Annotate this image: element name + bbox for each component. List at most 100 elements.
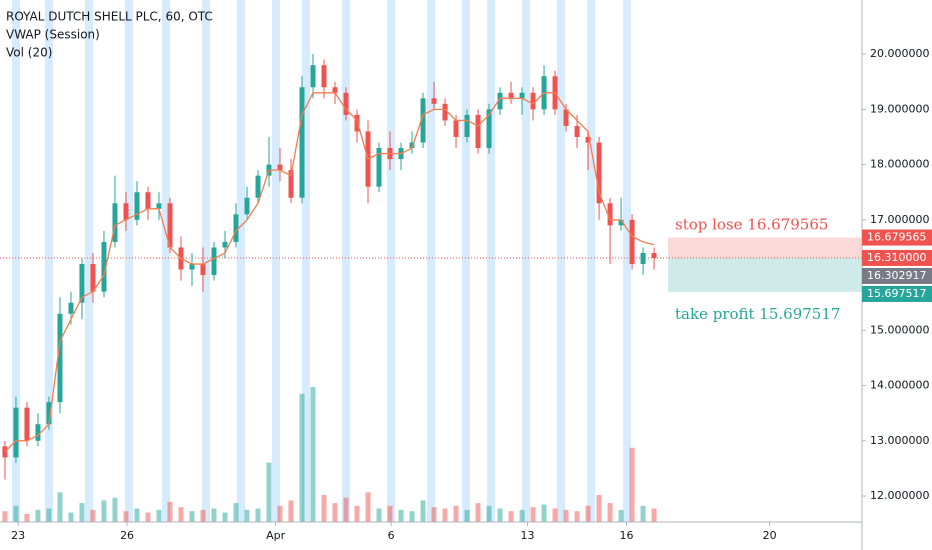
candle-body	[233, 214, 239, 242]
candle-body	[189, 264, 195, 270]
candle-body	[618, 219, 624, 226]
volume-bar	[596, 495, 602, 522]
session-band	[237, 0, 245, 522]
candle-body	[651, 252, 657, 258]
volume-bar	[398, 509, 404, 522]
volume-bar	[497, 508, 503, 522]
volume-bar	[310, 387, 316, 522]
price-marker-label: 16.302917	[867, 269, 927, 282]
session-band	[302, 0, 310, 522]
candle-body	[244, 197, 250, 215]
volume-bar	[222, 512, 228, 522]
x-tick-label: 26	[120, 529, 134, 542]
candle-body	[629, 219, 635, 265]
volume-bar	[376, 508, 382, 522]
session-band	[387, 0, 395, 522]
volume-bar	[343, 497, 349, 522]
candle-body	[497, 92, 503, 110]
price-marker	[862, 249, 932, 266]
x-tick-label: 16	[620, 529, 634, 542]
volume-bar	[475, 503, 481, 522]
indicator-label: VWAP (Session)	[6, 28, 100, 42]
volume-bar	[299, 393, 305, 522]
session-band	[462, 0, 470, 522]
volume-bar	[123, 511, 129, 522]
candle-body	[101, 241, 107, 292]
volume-bar	[442, 508, 448, 522]
candle-body	[46, 402, 52, 425]
volume-bar	[189, 511, 195, 522]
volume-bar	[200, 509, 206, 522]
candle-body	[299, 87, 305, 198]
session-band	[45, 0, 53, 522]
volume-bar	[145, 512, 151, 522]
session-band	[557, 0, 565, 522]
candle-body	[35, 424, 41, 441]
plot	[0, 54, 862, 522]
candle-body	[156, 203, 162, 209]
price-marker-label: 16.310000	[867, 251, 927, 264]
candle-body	[222, 241, 228, 248]
volume-bar	[112, 497, 118, 522]
candle-body	[13, 407, 19, 458]
vwap-line	[4, 92, 655, 453]
volume-bar	[354, 505, 360, 522]
volume-bar	[431, 507, 437, 522]
candle-body	[277, 164, 283, 171]
take-profit-zone	[668, 257, 862, 292]
price-marker-label: 16.679565	[867, 231, 927, 244]
candle-body	[167, 203, 173, 248]
candle-body	[79, 264, 85, 303]
candle-body	[376, 148, 382, 187]
session-band	[522, 0, 530, 522]
x-tick-label: 20	[763, 529, 777, 542]
volume-bar	[387, 505, 393, 522]
y-tick-label: 14.000000	[870, 379, 930, 392]
volume-bar	[46, 508, 52, 522]
session-band	[487, 0, 495, 522]
candle-body	[585, 136, 591, 143]
volume-bar	[266, 462, 272, 522]
candle-body	[343, 92, 349, 115]
candle-body	[255, 175, 261, 198]
volume-bar	[508, 511, 514, 522]
candle-body	[486, 109, 492, 149]
volume-bar	[640, 505, 646, 522]
take-profit-label: take profit 15.697517	[675, 305, 840, 323]
y-tick-label: 18.000000	[870, 158, 930, 171]
candle-body	[420, 98, 426, 143]
price-marker-label: 15.697517	[867, 287, 927, 300]
candle-body	[211, 247, 217, 276]
volume-bar	[101, 500, 107, 522]
y-tick-label: 13.000000	[870, 434, 930, 447]
volume-bar	[288, 500, 294, 522]
session-band	[202, 0, 210, 522]
volume-bar	[409, 511, 415, 522]
volume-bar	[244, 509, 250, 522]
price-marker	[862, 285, 932, 302]
stop-loss-label: stop lose 16.679565	[675, 216, 828, 234]
volume-bar	[178, 507, 184, 522]
volume-bar	[607, 503, 613, 522]
candle-body	[354, 114, 360, 132]
volume-bar	[90, 509, 96, 522]
session-band	[427, 0, 435, 522]
price-marker	[862, 229, 932, 246]
volume-bar	[68, 512, 74, 522]
candle-body	[288, 170, 294, 198]
volume-bar	[255, 508, 261, 522]
session-band	[162, 0, 170, 522]
volume-bar	[651, 508, 657, 522]
candle-body	[24, 407, 30, 441]
stop-loss-zone	[668, 237, 862, 258]
volume-bar	[365, 492, 371, 522]
x-tick-label: 6	[388, 529, 395, 542]
candle-body	[475, 114, 481, 149]
volume-bar	[321, 495, 327, 522]
candle-body	[431, 98, 437, 104]
volume-bar	[156, 509, 162, 522]
volume-bar	[453, 505, 459, 522]
volume-bar	[574, 511, 580, 522]
volume-bar	[79, 503, 85, 522]
y-tick-label: 15.000000	[870, 323, 930, 336]
